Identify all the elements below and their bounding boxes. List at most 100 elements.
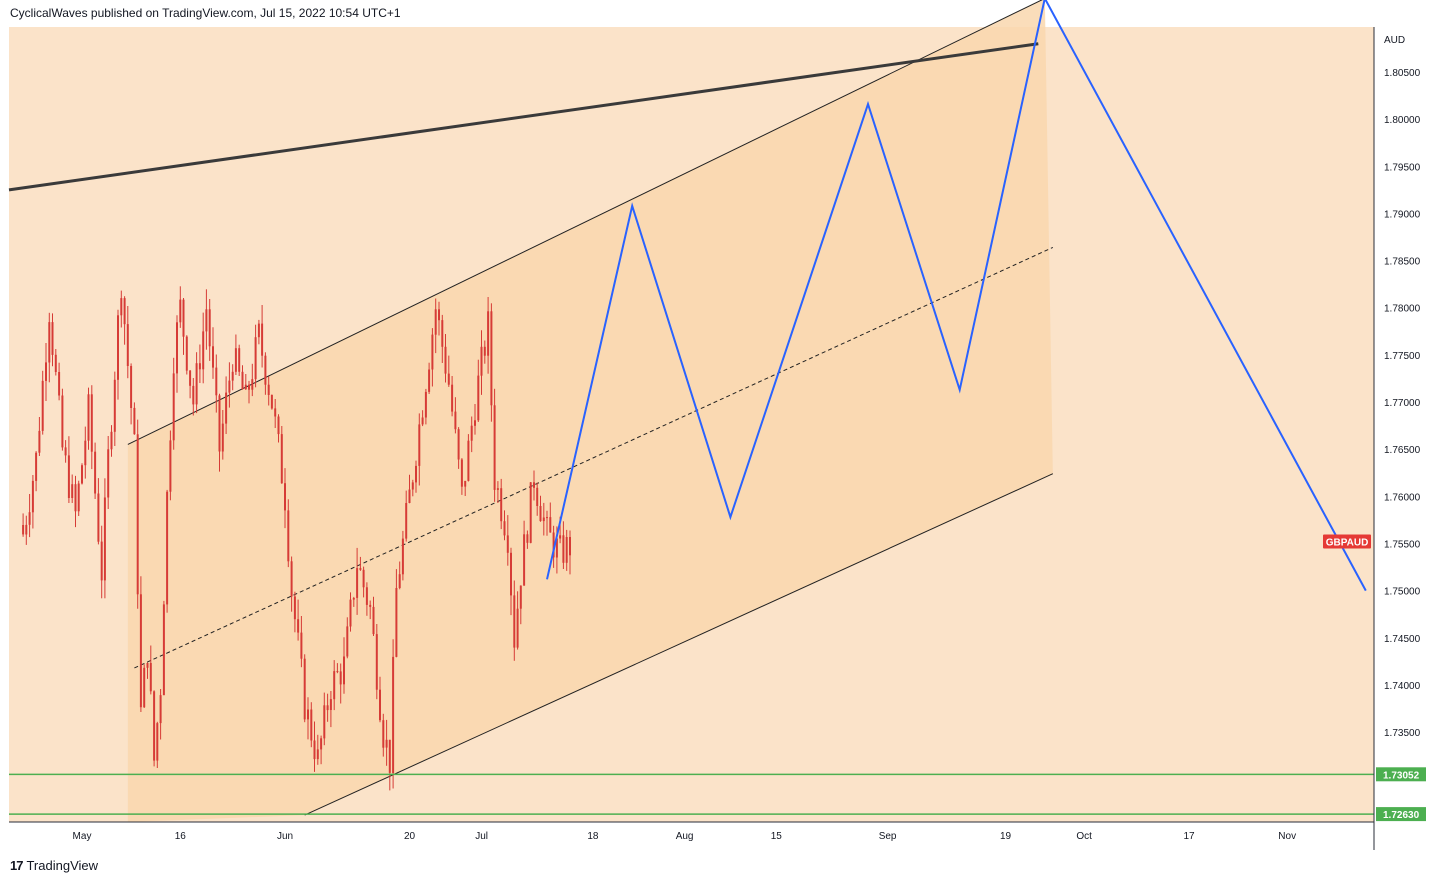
price-tick-label: 1.80000 — [1384, 115, 1421, 126]
candle-body — [415, 465, 417, 483]
candle-body — [117, 315, 119, 380]
price-axis[interactable]: AUD 1.80500 1.80000 1.79500 1.79000 1.78500 1.… — [1384, 35, 1421, 739]
candle-body — [67, 455, 70, 498]
candle-body — [241, 371, 244, 390]
candle-body — [464, 480, 467, 487]
candle-body — [225, 392, 228, 424]
candle-body — [519, 585, 522, 609]
tradingview-footer[interactable]: 17 TradingView — [10, 858, 98, 873]
candle-body — [71, 484, 74, 498]
level-badge — [1376, 807, 1426, 822]
candle-body — [284, 483, 286, 511]
candle-body — [326, 705, 329, 711]
time-tick-label: 16 — [175, 831, 187, 842]
candle-body — [424, 391, 427, 418]
candle-body — [385, 739, 388, 748]
price-tick-label: 1.78000 — [1384, 304, 1421, 315]
price-tick-label: 1.74000 — [1384, 681, 1421, 692]
candle-body — [169, 440, 172, 492]
candle-body — [441, 320, 444, 347]
candle-body — [480, 346, 483, 376]
candle-body — [277, 416, 280, 435]
price-badges: 1.73052 1.72630 GBPAUD — [1323, 534, 1426, 822]
time-tick-label: Jun — [277, 831, 293, 842]
candle-body — [97, 493, 100, 542]
price-tick-label: 1.79000 — [1384, 209, 1421, 220]
candle-body — [526, 534, 529, 543]
candle-body — [539, 506, 542, 522]
candle-body — [261, 323, 264, 356]
time-tick-label: Aug — [676, 831, 694, 842]
candle-body — [555, 538, 558, 558]
candle-body — [320, 738, 323, 750]
candle-body — [238, 348, 241, 372]
candle-body — [434, 309, 437, 335]
candle-body — [359, 568, 362, 570]
candle-body — [470, 425, 473, 441]
candle-body — [290, 561, 293, 597]
candle-body — [460, 459, 463, 487]
candle-body — [257, 323, 260, 338]
candle-body — [457, 429, 460, 460]
candle-body — [189, 370, 192, 386]
candle-body — [166, 491, 169, 605]
candle-body — [212, 346, 214, 368]
candle-body — [162, 604, 165, 696]
candle-body — [28, 512, 31, 525]
candle-body — [149, 663, 152, 692]
price-tick-label: 1.79500 — [1384, 162, 1421, 173]
candle-body — [329, 699, 332, 710]
candle-body — [549, 517, 552, 533]
candle-body — [339, 671, 342, 685]
candle-body — [438, 309, 440, 321]
price-tick-label: 1.76500 — [1384, 445, 1421, 456]
channel-fill — [127, 0, 1053, 822]
candle-body — [107, 449, 110, 498]
price-tick-label: 1.75500 — [1384, 540, 1421, 551]
candle-body — [172, 373, 175, 441]
candle-body — [313, 740, 316, 760]
candle-body — [352, 598, 355, 600]
candle-body — [369, 604, 372, 607]
candle-body — [81, 465, 83, 484]
candle-body — [405, 503, 408, 539]
candle-body — [523, 534, 526, 586]
time-axis[interactable]: May 16 Jun 20 Jul 18 Aug 15 Sep 19 Oct 17 Nov — [73, 831, 1297, 842]
symbol-badge — [1323, 534, 1371, 549]
long-trendline — [8, 42, 1039, 192]
candle-body — [215, 367, 218, 396]
candle-body — [244, 384, 247, 390]
candle-body — [61, 395, 64, 448]
candle-body — [428, 369, 431, 392]
candle-body — [375, 634, 378, 690]
candle-body — [546, 517, 548, 519]
candle-body — [569, 537, 571, 556]
candle-body — [529, 482, 532, 543]
candle-body — [221, 423, 224, 452]
time-tick-label: 15 — [771, 831, 783, 842]
candle-body — [251, 379, 254, 390]
candle-body — [343, 656, 345, 685]
candle-body — [267, 384, 270, 395]
channel-midline — [134, 246, 1054, 669]
candle-body — [274, 408, 277, 417]
candle-body — [48, 322, 51, 363]
time-tick-label: Nov — [1278, 831, 1296, 842]
candle-body — [454, 411, 457, 430]
candle-body — [136, 434, 139, 595]
candle-body — [297, 619, 300, 633]
candle-body — [513, 595, 516, 648]
candle-body — [103, 497, 106, 581]
candle-body — [94, 451, 97, 494]
candle-body — [179, 299, 182, 323]
level-badge — [1376, 767, 1426, 782]
candle-body — [143, 667, 146, 708]
candle-body — [362, 569, 365, 588]
candle-body — [496, 488, 499, 490]
candle-body — [323, 705, 326, 739]
candle-body — [565, 537, 568, 563]
level-badge-label: 1.72630 — [1383, 810, 1420, 821]
candle-body — [254, 337, 257, 380]
channel-layer — [127, 0, 1054, 822]
